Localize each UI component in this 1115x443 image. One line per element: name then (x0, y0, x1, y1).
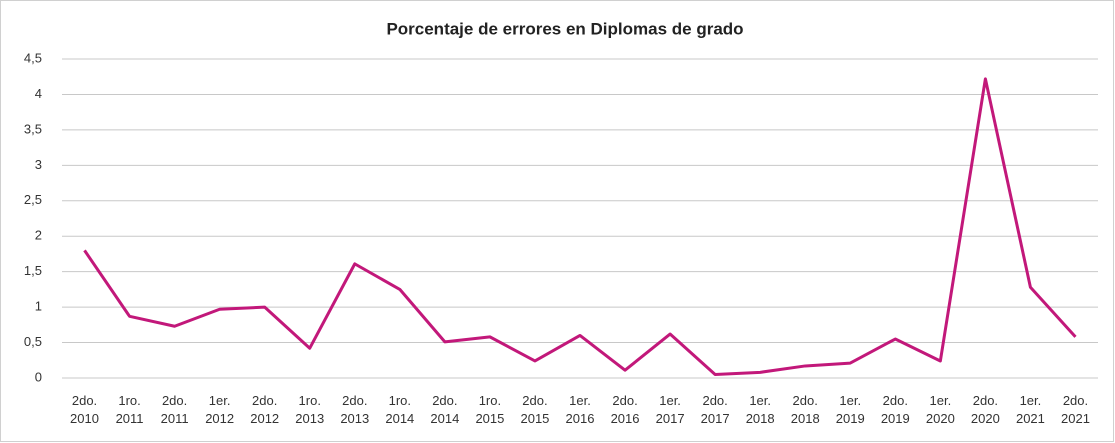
y-tick-label: 2 (35, 228, 42, 243)
chart-title: Porcentaje de errores en Diplomas de gra… (386, 19, 743, 38)
x-tick-label: 2do. 2017 (701, 393, 730, 426)
y-tick-label: 1 (35, 299, 42, 314)
x-tick-label: 1ro. 2013 (295, 393, 324, 426)
x-tick-label: 2do. 2021 (1061, 393, 1090, 426)
x-tick-label: 2do. 2018 (791, 393, 820, 426)
y-tick-label: 4,5 (24, 50, 42, 65)
x-tick-label: 1er. 2018 (746, 393, 775, 426)
y-tick-label: 0,5 (24, 334, 42, 349)
y-tick-label: 4 (35, 86, 42, 101)
line-series (83, 77, 1077, 376)
x-tick-label: 1ro. 2014 (385, 393, 414, 426)
y-tick-label: 3 (35, 157, 42, 172)
x-tick-label: 2do. 2015 (520, 393, 549, 426)
x-tick-label: 2do. 2011 (161, 393, 189, 426)
x-tick-label: 2do. 2019 (881, 393, 910, 426)
y-tick-label: 0 (35, 369, 42, 384)
y-tick-label: 1,5 (24, 263, 42, 278)
x-tick-label: 1er. 2016 (566, 393, 595, 426)
x-tick-label: 2do. 2016 (611, 393, 640, 426)
x-tick-label: 2do. 2013 (340, 393, 369, 426)
x-tick-label: 2do. 2020 (971, 393, 1000, 426)
y-tick-label: 2,5 (24, 192, 42, 207)
x-tick-label: 2do. 2012 (250, 393, 279, 426)
x-tick-label: 1ro. 2011 (116, 393, 144, 426)
x-tick-label: 1er. 2021 (1016, 393, 1045, 426)
x-tick-label: 1er. 2019 (836, 393, 865, 426)
x-tick-label: 1ro. 2015 (475, 393, 504, 426)
x-tick-label: 1er. 2012 (205, 393, 234, 426)
y-tick-label: 3,5 (24, 121, 42, 136)
x-tick-label: 2do. 2010 (70, 393, 99, 426)
x-tick-label: 2do. 2014 (430, 393, 459, 426)
x-tick-label: 1er. 2020 (926, 393, 955, 426)
x-tick-label: 1er. 2017 (656, 393, 685, 426)
